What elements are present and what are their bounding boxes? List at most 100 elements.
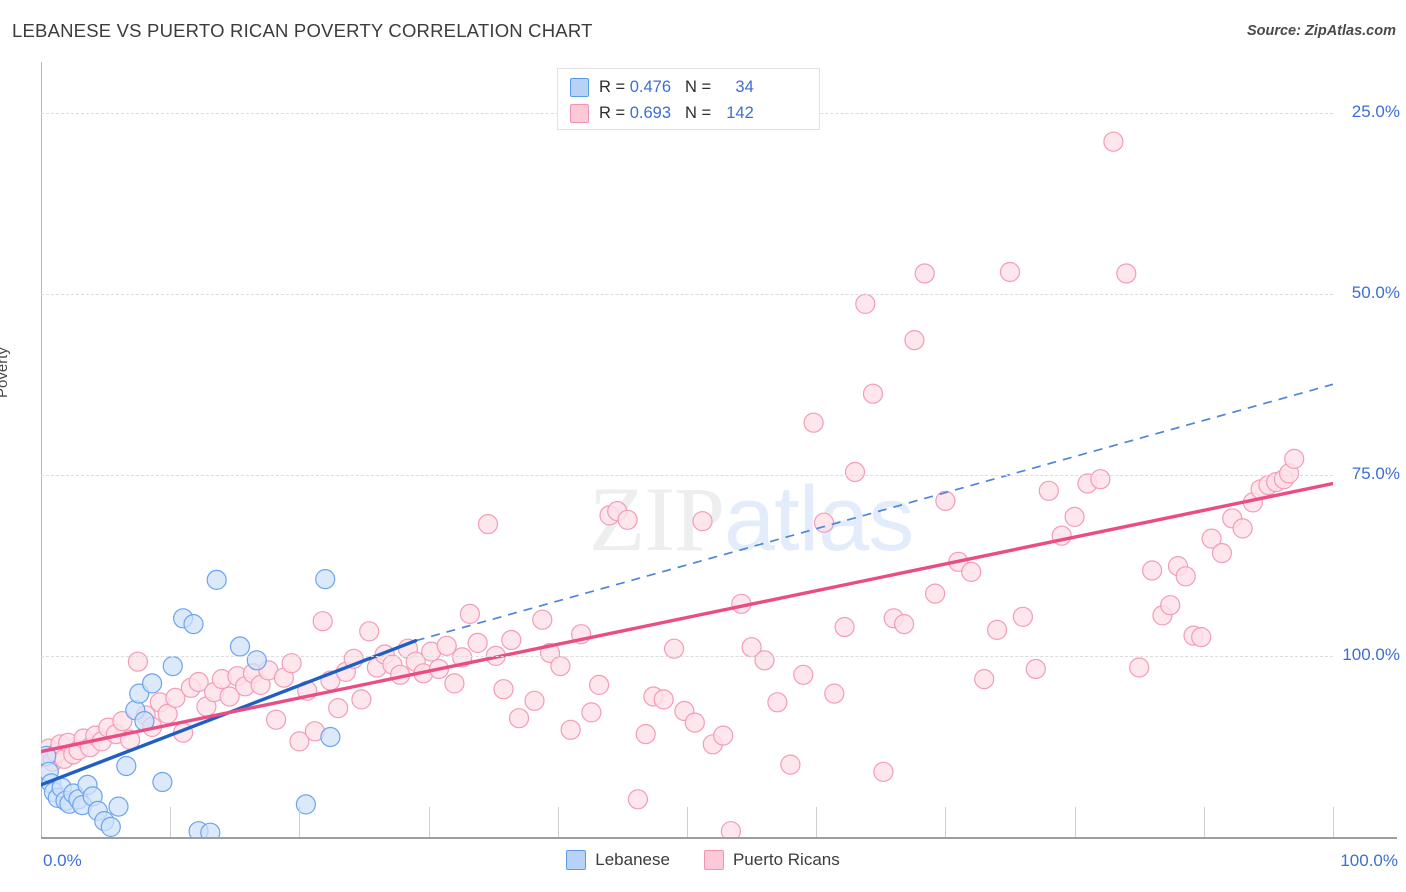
legend-item-puerto-ricans[interactable]: Puerto Ricans bbox=[703, 850, 840, 870]
data-point bbox=[1038, 480, 1059, 501]
legend-color-box-puerto-ricans bbox=[703, 850, 724, 870]
legend-swatch-lebanese bbox=[570, 77, 589, 97]
data-point bbox=[1211, 543, 1233, 564]
data-point bbox=[720, 821, 741, 837]
data-point bbox=[188, 671, 209, 693]
data-point bbox=[436, 635, 457, 656]
data-point bbox=[477, 514, 499, 535]
data-point bbox=[999, 261, 1021, 283]
correlation-legend: R = 0.476 N = 34 R = 0.693 N = 142 bbox=[557, 68, 820, 130]
data-point bbox=[501, 629, 522, 651]
y-axis-title: Poverty bbox=[0, 347, 11, 398]
data-point bbox=[663, 638, 685, 659]
x-tick-70 bbox=[945, 807, 947, 837]
correlation-row-lebanese: R = 0.476 N = 34 bbox=[570, 74, 809, 100]
x-tick-90 bbox=[1203, 807, 1205, 837]
r-value-lebanese: 0.476 bbox=[629, 77, 672, 96]
gridline-y-75 bbox=[41, 293, 1333, 295]
x-tick-100 bbox=[1333, 807, 1334, 837]
x-axis-min-label: 0.0% bbox=[43, 851, 82, 870]
data-point bbox=[152, 771, 173, 793]
data-point bbox=[844, 461, 866, 483]
data-point bbox=[935, 490, 956, 511]
data-point bbox=[1284, 448, 1305, 469]
data-point bbox=[924, 583, 946, 604]
trendline-puerto-ricans bbox=[41, 481, 1333, 754]
data-point bbox=[754, 650, 775, 671]
series-legend: Lebanese Puerto Ricans bbox=[0, 850, 1406, 870]
data-point bbox=[359, 621, 380, 642]
data-point bbox=[532, 609, 553, 630]
data-point bbox=[635, 723, 656, 745]
r-value-puerto-ricans: 0.693 bbox=[629, 103, 672, 122]
data-point bbox=[893, 613, 915, 635]
data-point bbox=[459, 603, 480, 625]
x-tick-30 bbox=[428, 807, 430, 837]
data-point bbox=[508, 708, 530, 729]
data-point bbox=[581, 702, 602, 723]
points-group-puerto-ricans bbox=[41, 131, 1305, 837]
correlation-row-puerto-ricans: R = 0.693 N = 142 bbox=[570, 100, 809, 126]
legend-swatch-puerto-ricans bbox=[570, 103, 589, 123]
data-point bbox=[246, 650, 267, 671]
data-point bbox=[617, 509, 638, 530]
data-point bbox=[1191, 626, 1212, 648]
data-point bbox=[312, 611, 333, 632]
data-point bbox=[1160, 595, 1181, 616]
x-axis-line bbox=[41, 837, 1397, 839]
data-point bbox=[315, 568, 336, 590]
y-tick-label-25: 100.0% bbox=[1342, 644, 1400, 664]
data-point bbox=[183, 613, 204, 635]
legend-item-lebanese[interactable]: Lebanese bbox=[566, 850, 670, 870]
data-point bbox=[974, 668, 995, 690]
data-point bbox=[127, 651, 149, 672]
data-point bbox=[713, 725, 734, 746]
data-point bbox=[1175, 566, 1196, 587]
n-label-lebanese: N = bbox=[685, 77, 716, 96]
x-tick-50 bbox=[687, 807, 688, 837]
correlation-text-puerto-ricans: R = 0.693 N = 142 bbox=[599, 104, 754, 123]
gridline-y-50 bbox=[41, 474, 1333, 476]
data-point bbox=[767, 692, 788, 713]
data-point bbox=[141, 673, 163, 694]
correlation-text-lebanese: R = 0.476 N = 34 bbox=[599, 78, 754, 97]
data-point bbox=[100, 816, 121, 837]
x-tick-80 bbox=[1074, 807, 1076, 837]
data-point bbox=[834, 616, 855, 638]
data-point bbox=[328, 697, 349, 719]
data-point bbox=[873, 761, 894, 782]
data-point bbox=[560, 719, 581, 740]
data-point bbox=[1141, 560, 1163, 581]
data-point bbox=[692, 511, 713, 532]
data-point bbox=[961, 561, 982, 582]
data-point bbox=[862, 383, 884, 404]
data-point bbox=[627, 789, 649, 810]
data-point bbox=[803, 412, 824, 433]
legend-label-lebanese: Lebanese bbox=[595, 850, 670, 869]
scatter-canvas bbox=[41, 131, 1333, 837]
data-point bbox=[813, 512, 835, 533]
y-tick-label-100: 25.0% bbox=[1351, 101, 1400, 121]
data-point bbox=[1201, 528, 1222, 549]
plot-area: ZIPatlas bbox=[41, 62, 1333, 837]
y-tick-label-50: 75.0% bbox=[1351, 463, 1400, 483]
data-point bbox=[116, 755, 137, 777]
n-value-lebanese: 34 bbox=[735, 77, 754, 96]
data-point bbox=[986, 619, 1008, 641]
data-point bbox=[266, 709, 287, 730]
data-point bbox=[793, 664, 814, 685]
data-point bbox=[653, 689, 674, 710]
points-group-lebanese bbox=[41, 568, 341, 837]
data-point bbox=[1012, 606, 1034, 627]
page-title: LEBANESE VS PUERTO RICAN POVERTY CORRELA… bbox=[12, 20, 593, 41]
data-point bbox=[824, 683, 845, 704]
y-tick-label-75: 50.0% bbox=[1351, 282, 1400, 302]
data-point bbox=[320, 726, 341, 748]
data-point bbox=[524, 690, 545, 711]
x-tick-20 bbox=[299, 807, 301, 837]
data-point bbox=[165, 687, 186, 709]
legend-color-box-lebanese bbox=[566, 850, 587, 870]
data-point bbox=[1090, 469, 1111, 490]
data-point bbox=[1232, 518, 1253, 539]
data-point bbox=[351, 689, 372, 710]
